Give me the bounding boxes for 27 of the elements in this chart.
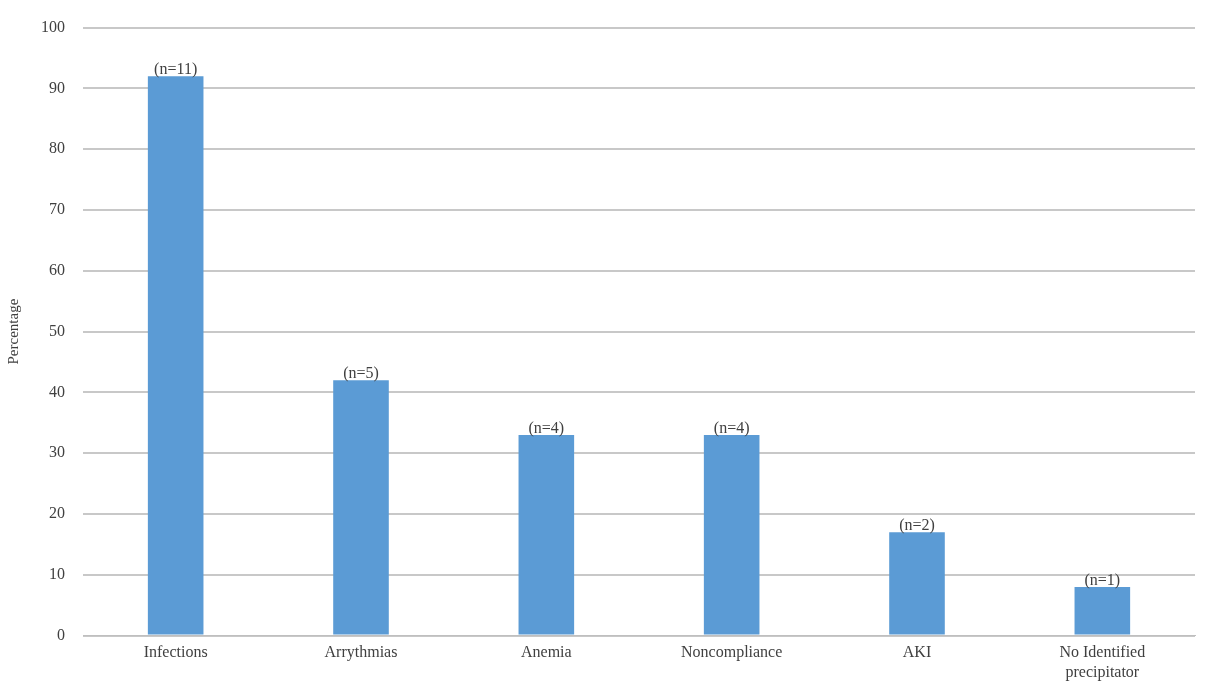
y-tick-label: 70 xyxy=(49,200,65,218)
y-tick-label: 80 xyxy=(49,139,65,157)
y-tick-label: 20 xyxy=(49,504,65,522)
x-tick-label: AKI xyxy=(902,643,932,661)
bar xyxy=(889,532,945,635)
x-tick-label: Noncompliance xyxy=(681,643,783,662)
y-tick-label: 30 xyxy=(49,443,65,461)
x-tick-label: Infections xyxy=(143,643,208,661)
annotation: (n=1) xyxy=(1084,571,1121,590)
annotation: (n=2) xyxy=(899,516,935,535)
y-tick-label: 90 xyxy=(49,78,65,96)
bar xyxy=(333,380,389,635)
bar xyxy=(147,76,204,635)
y-tick-label: 60 xyxy=(49,261,65,278)
y-tick-label: 10 xyxy=(49,565,65,582)
y-tick-label: 0 xyxy=(57,625,65,643)
annotation: (n=11) xyxy=(154,60,198,79)
annotation: (n=4) xyxy=(528,419,565,438)
x-tick-label: Arrythmias xyxy=(324,643,398,662)
annotation: (n=5) xyxy=(343,364,379,383)
x-tick-label: No Identified precipitator xyxy=(1059,643,1146,681)
y-tick-label: 40 xyxy=(49,382,65,400)
y-tick-label: 50 xyxy=(49,321,65,339)
y-tick-label: 100 xyxy=(41,17,65,35)
x-tick-label: Anemia xyxy=(521,643,572,661)
annotation: (n=4) xyxy=(713,419,750,438)
y-axis-title: Percentage xyxy=(4,298,21,365)
